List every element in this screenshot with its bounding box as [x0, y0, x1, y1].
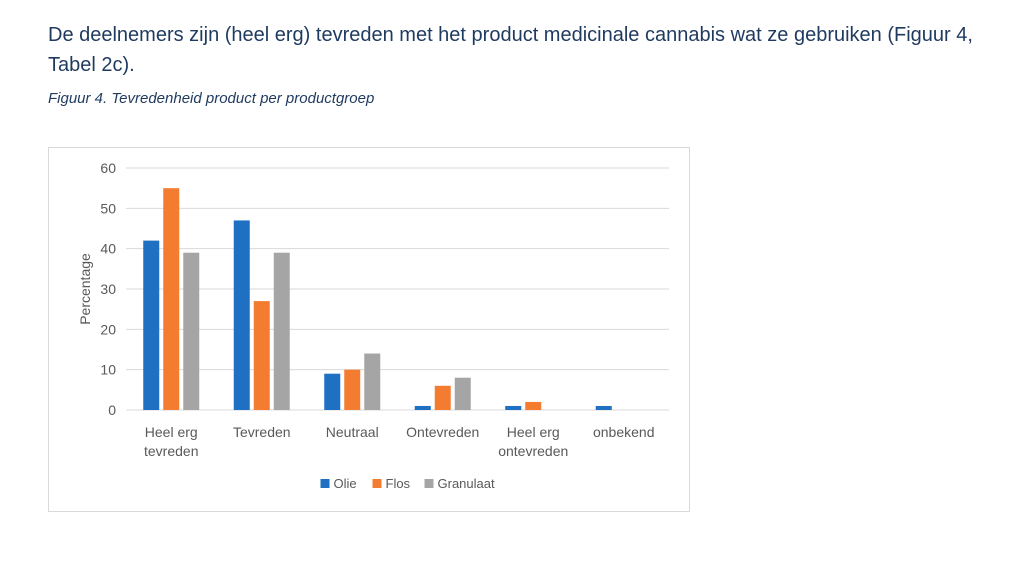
bar-chart: 0 10 20 30 40 50 60 Percentage Heel erg tevrede…	[77, 160, 669, 491]
y-tick-label: 40	[100, 241, 116, 257]
bar-granulaat	[183, 252, 200, 410]
bar-olie	[233, 220, 250, 410]
y-tick-label: 20	[100, 321, 116, 337]
bar-flos	[344, 369, 361, 410]
x-tick-label: Tevreden	[233, 424, 291, 440]
legend-label: Granulaat	[438, 476, 495, 491]
x-tick-label: onbekend	[593, 424, 655, 440]
legend: Olie Flos Granulaat	[320, 476, 495, 491]
bar-flos	[525, 401, 542, 410]
bar-flos	[163, 188, 180, 410]
legend-swatch	[424, 479, 434, 488]
bar-olie	[324, 373, 341, 410]
y-axis-label: Percentage	[77, 253, 93, 325]
x-tick-label: Neutraal	[326, 424, 379, 440]
x-axis-ticks: Heel erg tevreden Tevreden Neutraal Ontevred…	[144, 424, 655, 459]
bar-olie	[595, 405, 612, 410]
bar-granulaat	[454, 377, 471, 410]
figure-caption: Figuur 4. Tevredenheid product per produ…	[48, 90, 375, 107]
bars	[143, 188, 612, 410]
legend-swatch	[372, 479, 382, 488]
bar-flos	[434, 385, 451, 410]
chart-frame: 0 10 20 30 40 50 60 Percentage Heel erg tevrede…	[48, 147, 690, 512]
y-tick-label: 0	[108, 402, 116, 418]
gridlines	[126, 167, 669, 411]
x-tick-label: Heel erg ontevreden	[498, 424, 568, 459]
legend-swatch	[320, 479, 330, 488]
y-tick-label: 10	[100, 362, 116, 378]
bar-granulaat	[364, 353, 381, 410]
y-axis-ticks: 0 10 20 30 40 50 60	[100, 160, 116, 418]
bar-olie	[143, 240, 160, 410]
bar-olie	[414, 405, 431, 410]
x-tick-label: Ontevreden	[406, 424, 479, 440]
intro-text: De deelnemers zijn (heel erg) tevreden m…	[48, 24, 973, 76]
y-tick-label: 60	[100, 160, 116, 176]
bar-olie	[505, 405, 522, 410]
legend-label: Olie	[334, 476, 357, 491]
y-tick-label: 50	[100, 200, 116, 216]
legend-label: Flos	[386, 476, 411, 491]
bar-granulaat	[273, 252, 290, 410]
bar-flos	[253, 301, 270, 410]
x-tick-label: Heel erg tevreden	[144, 424, 198, 459]
y-tick-label: 30	[100, 281, 116, 297]
